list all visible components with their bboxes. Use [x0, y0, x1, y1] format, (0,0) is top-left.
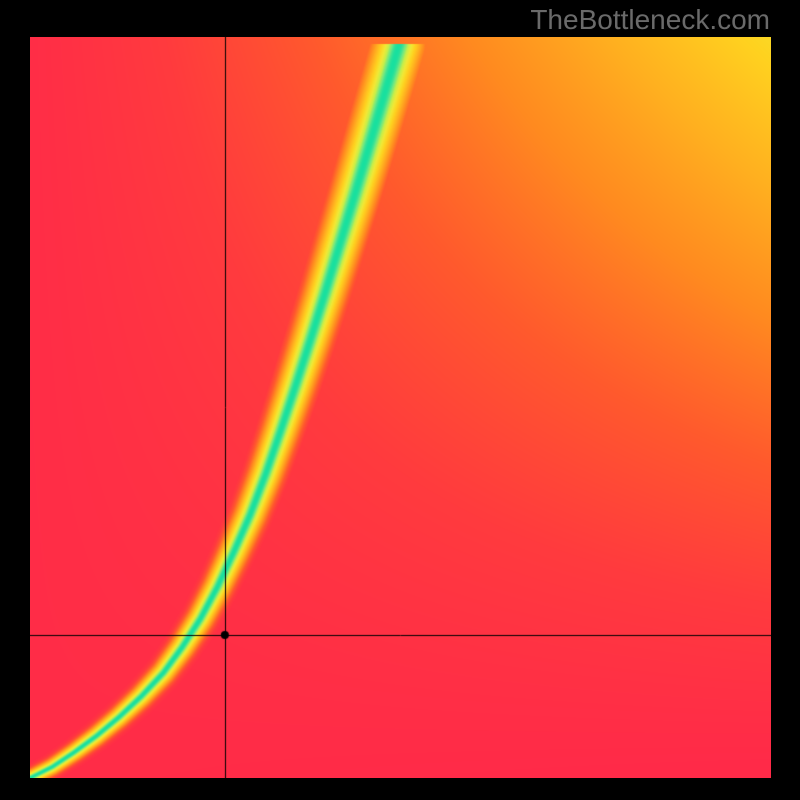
bottleneck-heatmap	[30, 37, 771, 778]
watermark-text: TheBottleneck.com	[530, 4, 770, 36]
chart-container: TheBottleneck.com	[0, 0, 800, 800]
